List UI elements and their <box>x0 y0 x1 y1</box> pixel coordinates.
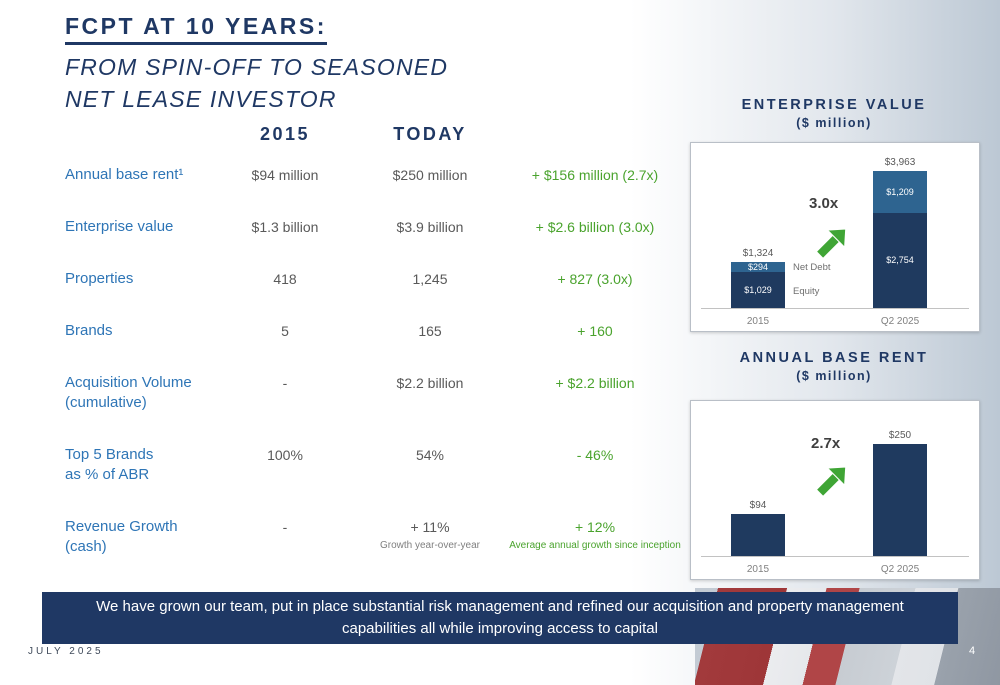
x-axis <box>701 556 969 557</box>
growth-multiple-label: 3.0x <box>809 195 839 212</box>
bar-value-label: $250 <box>888 429 912 441</box>
bar-total-label: $3,963 <box>884 156 916 168</box>
value-today: + 11% Growth year-over-year <box>355 517 505 552</box>
growth-arrow-icon <box>811 459 853 501</box>
column-header-2015: 2015 <box>259 124 311 144</box>
bar-total-label: $1,324 <box>742 248 774 260</box>
value-today: $2.2 billion <box>396 375 464 391</box>
bar-q2-2025: $3,963 $1,209 $2,754 <box>873 157 927 308</box>
subtitle-line-1: FROM SPIN-OFF TO SEASONED <box>65 54 449 80</box>
row-label: Annual base rent¹ <box>65 166 184 183</box>
table-row: Properties 418 1,245 + 827 (3.0x) <box>65 269 685 321</box>
equity-segment: $1,029 <box>731 272 785 308</box>
value-2015: $1.3 billion <box>251 219 319 235</box>
change-note: Average annual growth since inception <box>509 540 681 551</box>
table-row: Revenue Growth (cash) - + 11% Growth yea… <box>65 517 685 557</box>
value-2015: 100% <box>267 447 303 463</box>
table-row: Enterprise value $1.3 billion $3.9 billi… <box>65 217 685 269</box>
net-debt-segment: $1,209 <box>873 170 927 213</box>
bar-q2-2025: $250 <box>873 429 927 556</box>
footer-date: JULY 2025 <box>28 646 104 657</box>
row-label: Properties <box>65 270 134 287</box>
abr-bar <box>731 513 785 556</box>
value-today: 54% <box>415 447 445 463</box>
value-change: + $156 million (2.7x) <box>531 167 659 183</box>
value-2015: - <box>282 519 288 535</box>
subtitle-line-2: NET LEASE INVESTOR <box>65 86 337 112</box>
value-change: + $2.2 billion <box>555 375 635 391</box>
chart-title: ANNUAL BASE RENT <box>739 350 929 366</box>
category-label-q2-2025: Q2 2025 <box>880 316 920 327</box>
category-label-q2-2025: Q2 2025 <box>880 564 920 575</box>
x-axis <box>701 308 969 309</box>
category-label-2015: 2015 <box>746 316 770 327</box>
value-today: 1,245 <box>412 271 448 287</box>
table-row: Top 5 Brands as % of ABR 100% 54% - 46% <box>65 445 685 517</box>
title-block: FCPT AT 10 YEARS: FROM SPIN-OFF TO SEASO… <box>65 13 448 115</box>
value-today: $250 million <box>392 167 468 183</box>
value-2015: $94 million <box>251 167 319 183</box>
row-label: Acquisition Volume (cumulative) <box>65 374 192 411</box>
value-change: - 46% <box>576 447 614 463</box>
annual-base-rent-heading: ANNUAL BASE RENT ($ million) <box>690 350 978 383</box>
bar-value-label: $94 <box>749 499 767 511</box>
row-label: Enterprise value <box>65 218 174 235</box>
value-change: + $2.6 billion (3.0x) <box>535 219 655 235</box>
growth-arrow-icon <box>811 221 853 263</box>
chart-subtitle: ($ million) <box>796 369 872 383</box>
bar-2015: $1,324 $294 $1,029 <box>731 248 785 308</box>
value-change: + 12% Average annual growth since incept… <box>505 517 685 552</box>
bar-2015: $94 <box>731 500 785 556</box>
abr-bar <box>873 443 927 556</box>
enterprise-value-chart: $1,324 $294 $1,029 $3,963 $1,209 $2,754 … <box>690 142 980 332</box>
enterprise-value-heading: ENTERPRISE VALUE ($ million) <box>690 97 978 130</box>
page-number: 4 <box>968 645 976 657</box>
legend-equity: Equity <box>793 286 820 297</box>
category-label-2015: 2015 <box>746 564 770 575</box>
summary-banner: We have grown our team, put in place sub… <box>42 592 958 644</box>
legend-net-debt: Net Debt <box>793 262 831 273</box>
table-row: Annual base rent¹ $94 million $250 milli… <box>65 165 685 217</box>
value-today: $3.9 billion <box>396 219 464 235</box>
row-label: Top 5 Brands as % of ABR <box>65 446 154 483</box>
growth-multiple-label: 2.7x <box>811 435 841 452</box>
chart-title: ENTERPRISE VALUE <box>741 97 927 113</box>
value-change: + 160 <box>577 323 613 339</box>
value-today: 165 <box>418 323 442 339</box>
annual-base-rent-chart: $94 $250 2.7x 2015 Q2 2025 <box>690 400 980 580</box>
today-note: Growth year-over-year <box>379 540 481 551</box>
column-header-today: TODAY <box>393 124 467 144</box>
table-row: Brands 5 165 + 160 <box>65 321 685 373</box>
chart-subtitle: ($ million) <box>796 116 872 130</box>
net-debt-segment: $294 <box>731 262 785 273</box>
value-change: + 827 (3.0x) <box>557 271 633 287</box>
table-row: Acquisition Volume (cumulative) - $2.2 b… <box>65 373 685 445</box>
row-label: Revenue Growth (cash) <box>65 518 178 555</box>
row-label: Brands <box>65 322 113 339</box>
value-2015: 5 <box>281 323 289 339</box>
value-2015: 418 <box>273 271 297 287</box>
equity-segment: $2,754 <box>873 212 927 308</box>
page-title: FCPT AT 10 YEARS: <box>65 13 327 45</box>
page-subtitle: FROM SPIN-OFF TO SEASONED NET LEASE INVE… <box>65 51 448 115</box>
comparison-table: Annual base rent¹ $94 million $250 milli… <box>65 165 685 557</box>
value-2015: - <box>282 375 288 391</box>
